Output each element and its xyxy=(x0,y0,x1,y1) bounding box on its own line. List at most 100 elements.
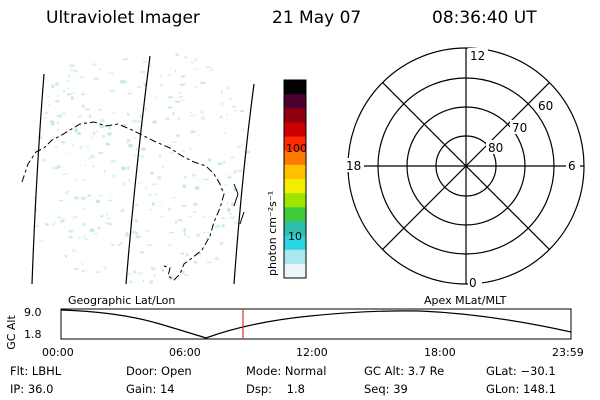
speckle xyxy=(107,199,113,202)
speckle xyxy=(73,267,79,270)
speckle xyxy=(171,141,177,143)
speckle xyxy=(104,221,111,225)
speckle xyxy=(111,112,117,114)
speckle xyxy=(233,170,238,174)
door-info: Door: Open xyxy=(126,364,192,378)
glon-info: GLon: 148.1 xyxy=(486,382,556,396)
speckle xyxy=(233,222,240,224)
speckle xyxy=(81,262,83,266)
speckle xyxy=(49,120,55,124)
speckle xyxy=(194,186,200,190)
speckle xyxy=(80,93,86,96)
dsp-info: Dsp: 1.8 xyxy=(246,382,305,396)
gc-alt-info: GC Alt: 3.7 Re xyxy=(364,364,445,378)
speckle xyxy=(68,153,71,155)
speckle xyxy=(157,175,161,180)
speckle xyxy=(96,283,99,285)
speckle xyxy=(107,217,110,220)
speckle xyxy=(132,119,138,123)
speckle xyxy=(180,99,186,101)
speckle xyxy=(81,104,86,108)
speckle xyxy=(140,70,146,74)
speckle xyxy=(61,112,66,115)
speckle xyxy=(66,80,70,83)
speckle xyxy=(227,207,231,212)
speckle xyxy=(126,138,131,143)
speckle xyxy=(155,95,158,98)
speckle xyxy=(74,128,78,133)
speckle xyxy=(58,199,64,202)
speckle xyxy=(206,232,210,234)
speckle xyxy=(141,147,147,151)
speckle xyxy=(174,100,181,103)
speckle xyxy=(133,154,137,157)
speckle xyxy=(189,147,192,150)
speckle xyxy=(70,96,74,100)
speckle xyxy=(176,134,180,138)
speckle xyxy=(191,173,196,177)
speckle xyxy=(56,114,63,118)
speckle xyxy=(148,193,151,197)
speckle xyxy=(142,280,145,283)
speckle xyxy=(184,274,189,277)
speckle xyxy=(167,277,174,280)
speckle xyxy=(226,85,230,90)
speckle xyxy=(98,151,104,155)
speckle xyxy=(160,83,164,87)
speckle xyxy=(96,271,101,273)
speckle xyxy=(122,58,128,61)
coastline xyxy=(21,121,225,281)
speckle xyxy=(148,208,153,211)
colorbar-swatch xyxy=(284,80,306,95)
speckle xyxy=(194,58,198,62)
speckle xyxy=(48,103,51,107)
speckle xyxy=(139,114,142,118)
speckle xyxy=(167,73,172,77)
colorbar-swatch xyxy=(284,94,306,109)
speckle xyxy=(126,166,130,170)
colorbar-swatch xyxy=(284,221,306,237)
speckle xyxy=(133,270,137,274)
airglow-speckles xyxy=(33,53,251,285)
speckle xyxy=(152,120,158,124)
speckle xyxy=(175,53,179,56)
speckle xyxy=(62,173,68,176)
speckle xyxy=(86,145,90,148)
speckle xyxy=(79,76,85,79)
speckle xyxy=(45,223,49,227)
speckle xyxy=(189,114,196,116)
speckle xyxy=(51,122,55,126)
speckle xyxy=(82,179,86,181)
gain-info: Gain: 14 xyxy=(126,382,175,396)
colorbar-frame xyxy=(283,79,307,279)
speckle xyxy=(192,211,197,213)
speckle xyxy=(158,205,163,207)
speckle xyxy=(98,108,103,112)
speckle xyxy=(220,241,224,246)
speckle xyxy=(189,111,192,114)
speckle xyxy=(203,231,206,234)
longitude-line xyxy=(233,83,255,285)
speckle xyxy=(182,184,187,189)
speckle xyxy=(66,87,70,90)
speckle xyxy=(54,99,60,103)
speckle xyxy=(216,224,222,228)
speckle xyxy=(106,132,113,136)
speckle xyxy=(200,116,206,121)
speckle xyxy=(76,132,82,135)
speckle xyxy=(90,134,93,139)
speckle xyxy=(110,159,117,163)
speckle xyxy=(43,117,48,120)
speckle xyxy=(194,85,198,89)
speckle xyxy=(175,220,178,224)
speckle xyxy=(196,233,201,238)
speckle xyxy=(166,263,169,267)
speckle xyxy=(229,97,233,100)
speckle xyxy=(38,239,43,242)
speckle xyxy=(190,130,196,134)
speckle xyxy=(108,125,112,130)
speckle xyxy=(108,72,111,74)
speckle xyxy=(128,272,131,275)
speckle xyxy=(182,228,187,232)
timeline-frame xyxy=(60,308,572,340)
